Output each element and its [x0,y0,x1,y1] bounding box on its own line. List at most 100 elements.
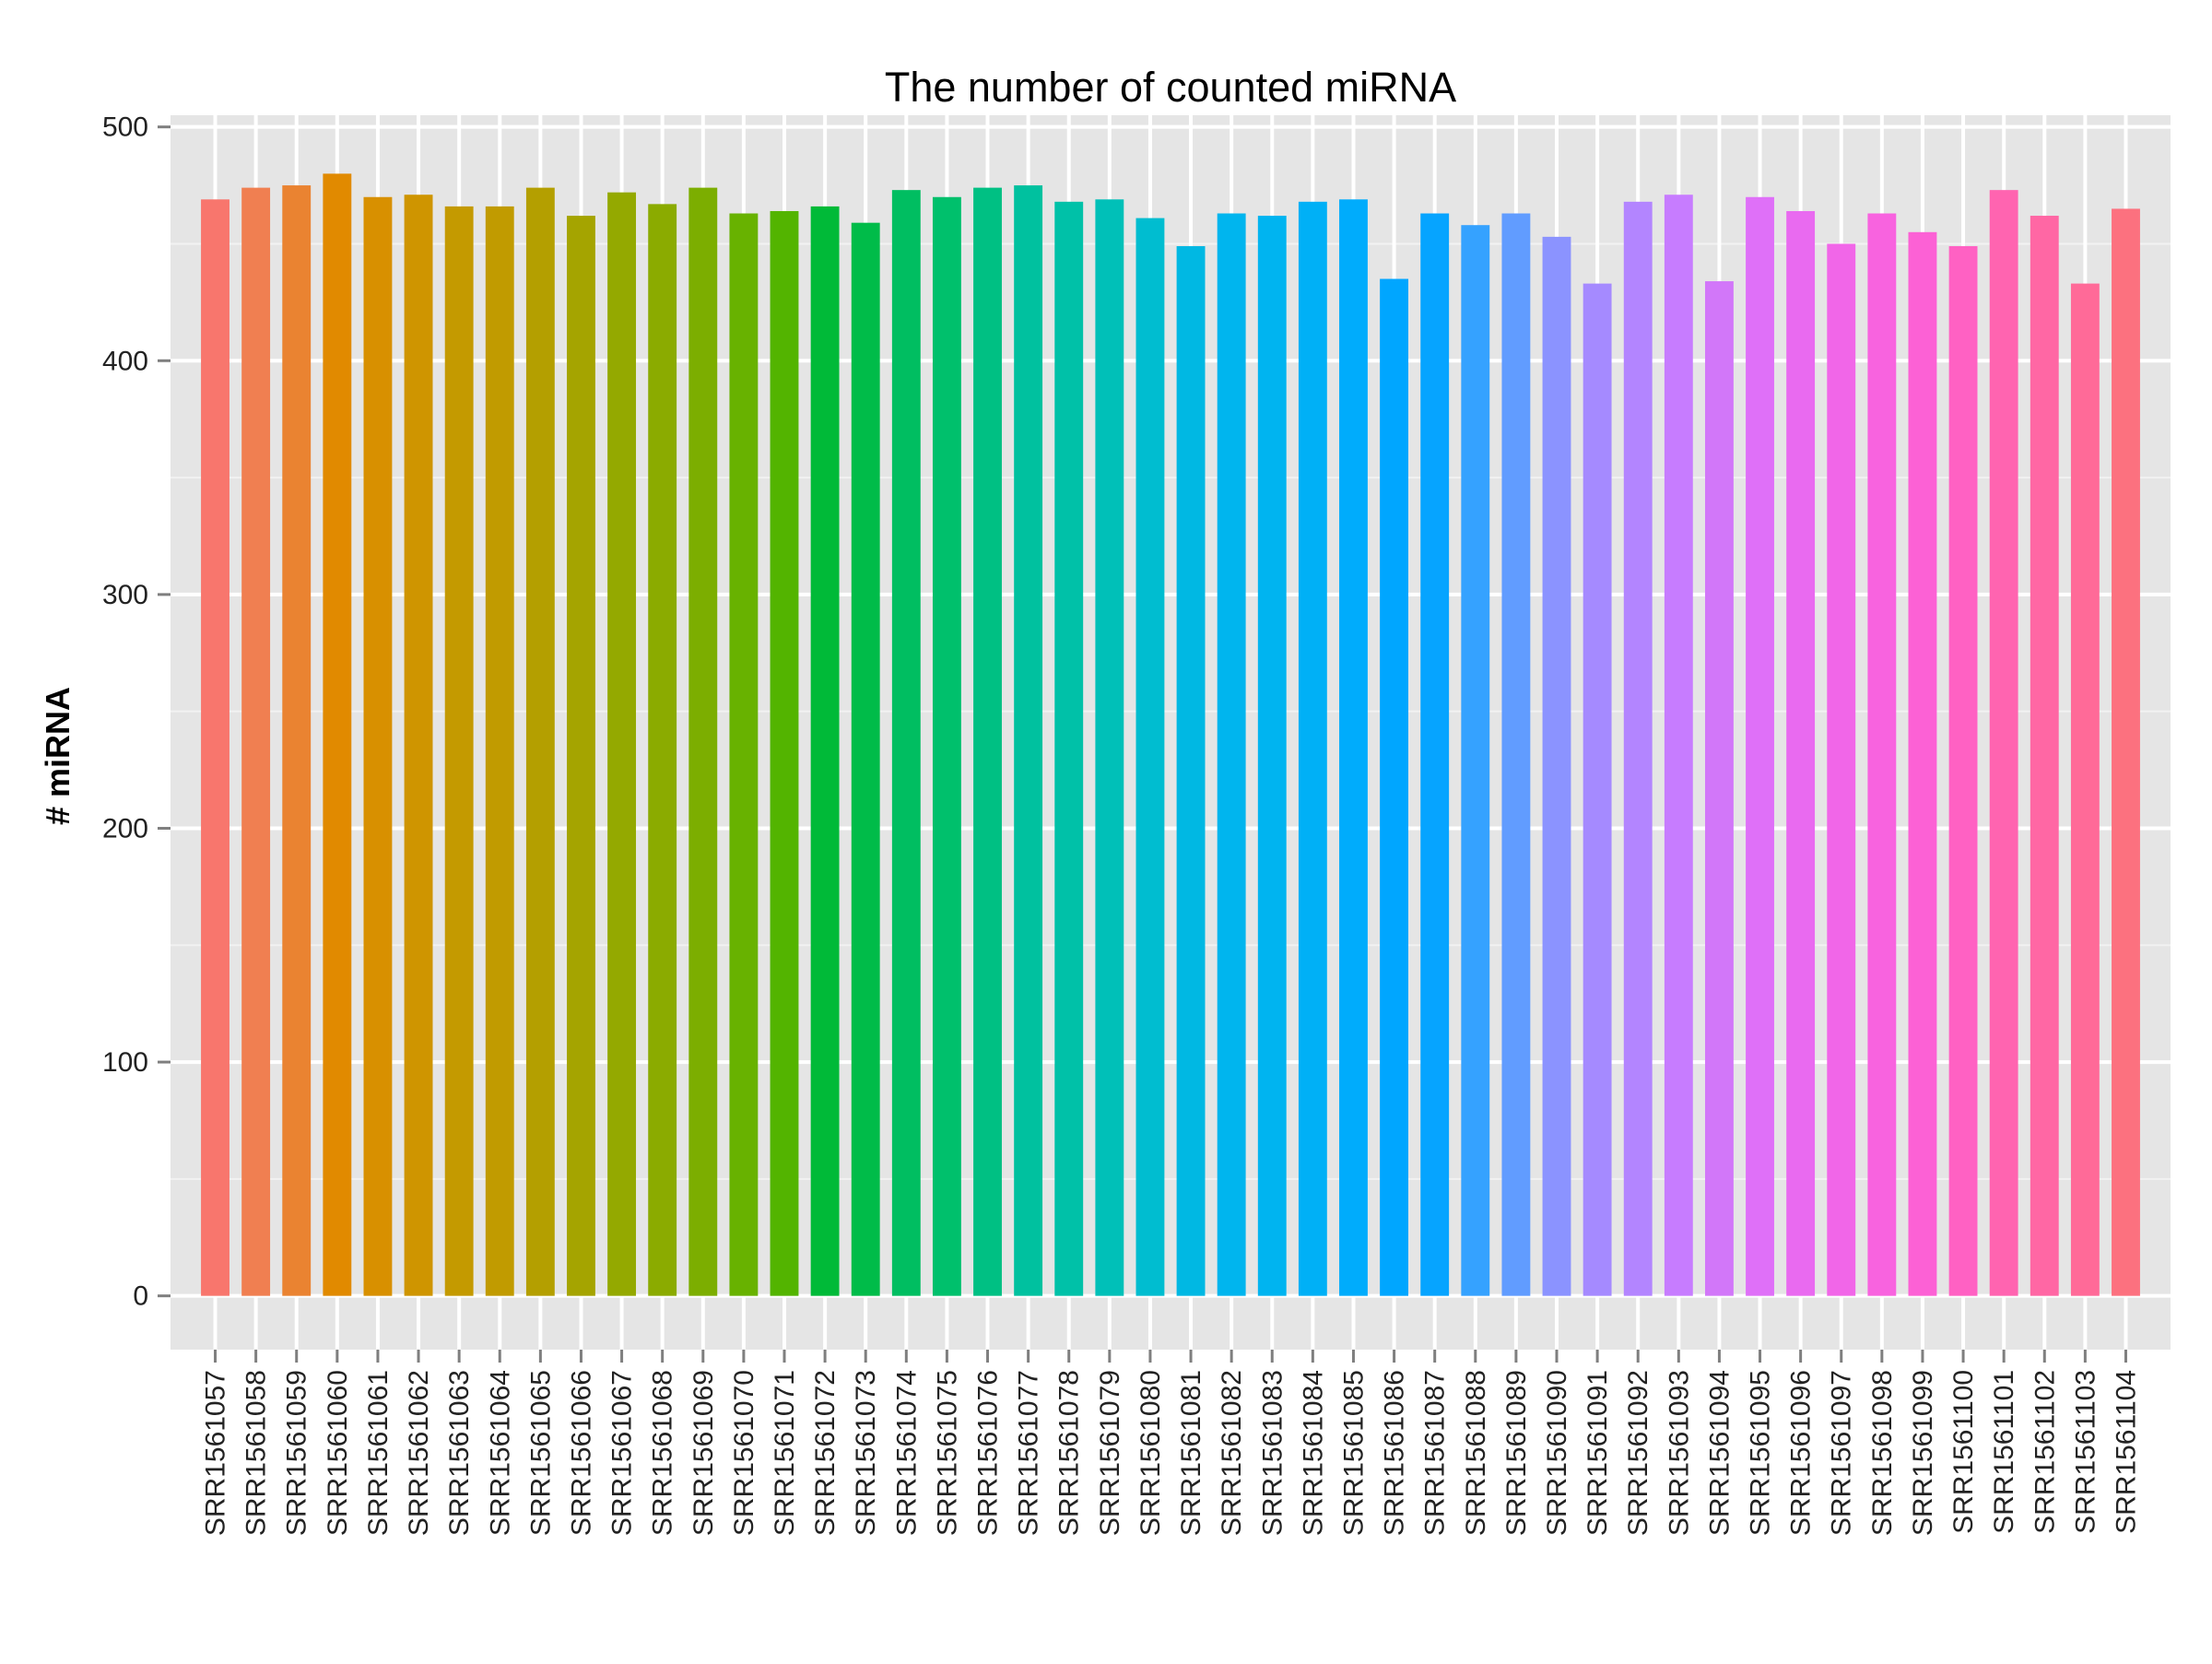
bar-SRR1561079 [1095,199,1124,1296]
x-tick-label: SRR1561061 [363,1370,394,1536]
bar-SRR1561097 [1827,243,1856,1296]
x-tick-label: SRR1561086 [1380,1370,1410,1536]
x-tick-label: SRR1561058 [241,1370,272,1536]
bar-SRR1561085 [1339,199,1368,1296]
bar-SRR1561084 [1298,201,1327,1296]
x-tick-label: SRR1561064 [485,1370,515,1536]
bar-SRR1561069 [688,187,718,1296]
x-tick-label: SRR1561094 [1704,1370,1735,1536]
bar-SRR1561091 [1583,283,1612,1296]
bar-SRR1561073 [851,222,880,1296]
bar-SRR1561072 [810,206,840,1296]
x-tick-label: SRR1561079 [1095,1370,1125,1536]
bar-SRR1561099 [1908,231,1937,1296]
bar-SRR1561094 [1704,281,1734,1296]
bar-SRR1561062 [404,195,433,1296]
x-tick-label: SRR1561074 [891,1370,922,1536]
y-tick-label: 200 [102,813,148,844]
bar-SRR1561096 [1786,210,1816,1296]
x-tick-label: SRR1561059 [282,1370,312,1536]
bar-SRR1561102 [2030,216,2059,1296]
y-tick-label: 500 [102,112,148,143]
bar-SRR1561080 [1135,218,1165,1296]
bar-SRR1561089 [1501,213,1531,1296]
x-tick-label: SRR1561071 [770,1370,800,1536]
x-tick-label: SRR1561088 [1461,1370,1491,1536]
x-tick-label: SRR1561085 [1338,1370,1369,1536]
x-tick-label: SRR1561073 [851,1370,881,1536]
x-tick-label: SRR1561102 [2030,1370,2060,1534]
bar-SRR1561086 [1380,278,1409,1296]
bar-SRR1561070 [729,213,759,1296]
x-tick-label: SRR1561103 [2070,1370,2100,1534]
x-tick-label: SRR1561095 [1746,1370,1776,1536]
x-tick-label: SRR1561069 [688,1370,719,1536]
x-tick-label: SRR1561066 [566,1370,596,1536]
x-tick-label: SRR1561076 [973,1370,1004,1536]
x-tick-label: SRR1561098 [1867,1370,1898,1536]
bar-SRR1561087 [1420,213,1450,1296]
x-tick-label: SRR1561068 [648,1370,678,1536]
bar-SRR1561077 [1014,185,1043,1296]
x-axis: SRR1561057 SRR1561058 SRR1561059 SRR1561060… [201,1350,2141,1536]
x-tick-label: SRR1561083 [1257,1370,1288,1536]
bar-SRR1561059 [282,185,312,1296]
x-tick-label: SRR1561092 [1623,1370,1653,1536]
x-tick-label: SRR1561070 [729,1370,759,1536]
x-tick-label: SRR1561060 [323,1370,353,1536]
y-axis-label: # miRNA [39,687,76,825]
x-tick-label: SRR1561081 [1176,1370,1206,1536]
bar-SRR1561071 [770,210,799,1296]
bar-SRR1561057 [201,199,229,1296]
bar-SRR1561060 [323,173,352,1296]
y-tick-label: 300 [102,580,148,610]
x-tick-label: SRR1561096 [1786,1370,1817,1536]
x-tick-label: SRR1561097 [1827,1370,1857,1536]
bar-SRR1561076 [973,187,1002,1296]
x-tick-label: SRR1561078 [1054,1370,1085,1536]
bar-SRR1561093 [1664,195,1693,1296]
bar-SRR1561082 [1217,213,1246,1296]
bar-SRR1561075 [932,196,961,1296]
y-tick-label: 400 [102,346,148,376]
bar-SRR1561058 [241,187,271,1296]
x-tick-label: SRR1561077 [1014,1370,1044,1536]
x-tick-label: SRR1561063 [444,1370,475,1536]
x-tick-label: SRR1561075 [932,1370,962,1536]
y-axis: 0 100 200 300 400 500 [102,112,171,1312]
x-tick-label: SRR1561084 [1298,1370,1328,1536]
x-tick-label: SRR1561091 [1583,1370,1613,1536]
bar-SRR1561064 [485,206,514,1296]
bar-SRR1561103 [2070,283,2100,1296]
bar-SRR1561090 [1542,236,1571,1296]
bar-SRR1561068 [648,204,677,1296]
x-tick-label: SRR1561101 [1989,1370,2019,1534]
x-tick-label: SRR1561087 [1420,1370,1451,1536]
x-tick-label: SRR1561080 [1135,1370,1166,1536]
bar-SRR1561088 [1461,225,1490,1296]
x-tick-label: SRR1561089 [1501,1370,1532,1536]
x-tick-label: SRR1561099 [1908,1370,1938,1536]
x-tick-label: SRR1561082 [1217,1370,1247,1536]
y-tick-label: 0 [133,1281,148,1312]
bar-SRR1561066 [567,216,595,1296]
x-tick-label: SRR1561072 [810,1370,841,1536]
bar-SRR1561083 [1257,216,1287,1296]
bar-SRR1561074 [891,190,921,1296]
bar-SRR1561100 [1948,246,1978,1296]
bar-SRR1561081 [1176,246,1206,1296]
bar-SRR1561063 [444,206,474,1296]
bar-SRR1561104 [2112,208,2140,1296]
x-tick-label: SRR1561100 [1948,1370,1979,1534]
bar-SRR1561065 [525,187,555,1296]
x-tick-label: SRR1561065 [525,1370,556,1536]
bar-SRR1561092 [1623,201,1653,1296]
x-tick-label: SRR1561057 [201,1370,231,1536]
bar-SRR1561098 [1867,213,1897,1296]
bar-SRR1561061 [363,196,393,1296]
y-tick-label: 100 [102,1047,148,1078]
bar-SRR1561101 [1989,190,2018,1296]
bar-SRR1561078 [1054,201,1084,1296]
